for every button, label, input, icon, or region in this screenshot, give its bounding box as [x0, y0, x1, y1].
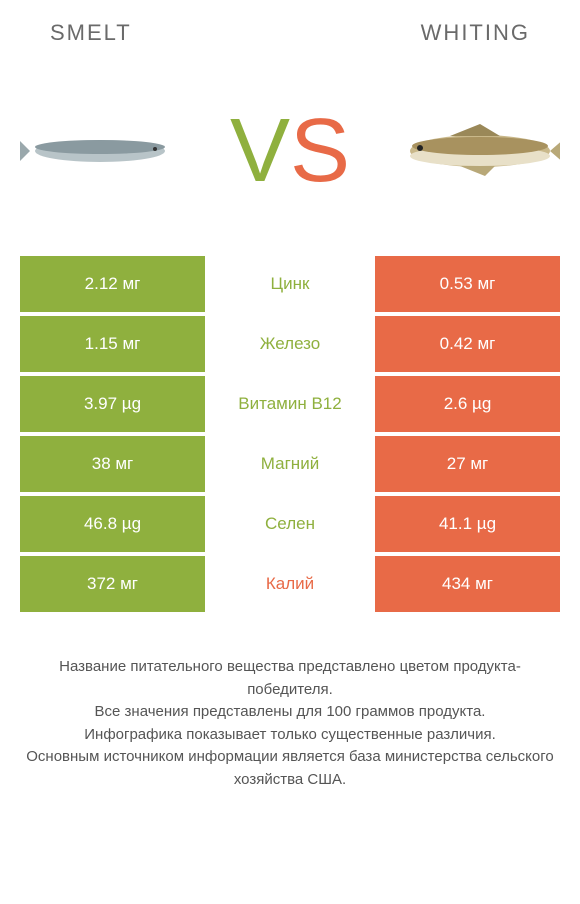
- footer-line: Название питательного вещества представл…: [20, 656, 560, 701]
- cell-right: 41.1 µg: [375, 496, 560, 552]
- cell-left: 2.12 мг: [20, 256, 205, 312]
- table-row: 38 мгМагний27 мг: [20, 436, 560, 492]
- footer-line: Инфографика показывает только существенн…: [20, 724, 560, 747]
- footer-line: Основным источником информации является …: [20, 746, 560, 791]
- cell-nutrient: Цинк: [205, 256, 375, 312]
- header: SMELT WHITING: [0, 0, 580, 56]
- cell-nutrient: Магний: [205, 436, 375, 492]
- table-row: 1.15 мгЖелезо0.42 мг: [20, 316, 560, 372]
- cell-left: 46.8 µg: [20, 496, 205, 552]
- cell-nutrient: Калий: [205, 556, 375, 612]
- product-name-right: WHITING: [421, 20, 530, 46]
- footer-line: Все значения представлены для 100 граммо…: [20, 701, 560, 724]
- cell-right: 27 мг: [375, 436, 560, 492]
- smelt-image: [20, 111, 190, 191]
- product-name-left: SMELT: [50, 20, 132, 46]
- cell-right: 2.6 µg: [375, 376, 560, 432]
- whiting-image: [390, 111, 560, 191]
- cell-nutrient: Витамин B12: [205, 376, 375, 432]
- table-row: 3.97 µgВитамин B122.6 µg: [20, 376, 560, 432]
- vs-label: VS: [230, 106, 350, 196]
- cell-right: 434 мг: [375, 556, 560, 612]
- cell-nutrient: Селен: [205, 496, 375, 552]
- cell-nutrient: Железо: [205, 316, 375, 372]
- table-row: 372 мгКалий434 мг: [20, 556, 560, 612]
- footer-text: Название питательного вещества представл…: [0, 616, 580, 791]
- nutrition-table: 2.12 мгЦинк0.53 мг1.15 мгЖелезо0.42 мг3.…: [0, 256, 580, 612]
- cell-left: 3.97 µg: [20, 376, 205, 432]
- images-row: VS: [0, 56, 580, 256]
- vs-s: S: [290, 106, 350, 196]
- cell-left: 372 мг: [20, 556, 205, 612]
- vs-v: V: [230, 106, 290, 196]
- cell-left: 1.15 мг: [20, 316, 205, 372]
- cell-left: 38 мг: [20, 436, 205, 492]
- table-row: 2.12 мгЦинк0.53 мг: [20, 256, 560, 312]
- table-row: 46.8 µgСелен41.1 µg: [20, 496, 560, 552]
- cell-right: 0.53 мг: [375, 256, 560, 312]
- cell-right: 0.42 мг: [375, 316, 560, 372]
